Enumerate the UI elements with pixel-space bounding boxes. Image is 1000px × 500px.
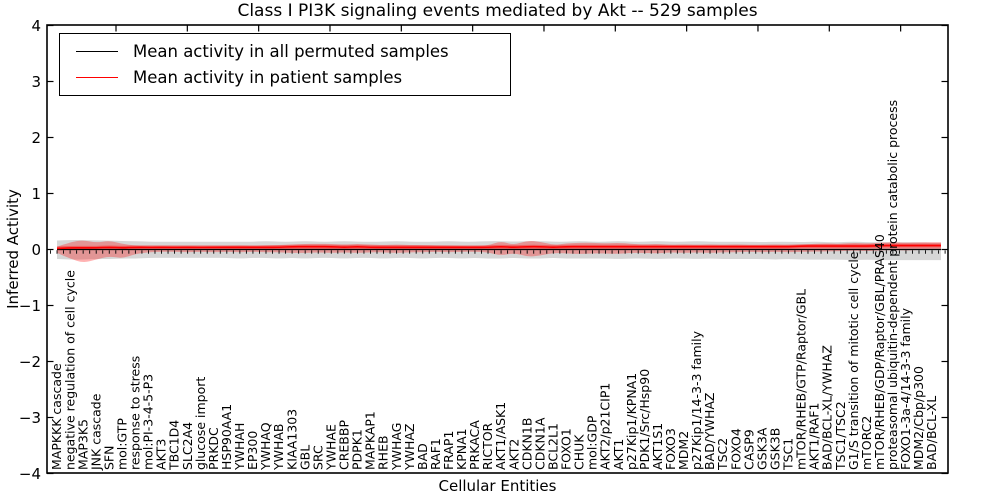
x-tick-label: CDKN1A bbox=[532, 417, 547, 470]
y-tick-label: 2 bbox=[31, 129, 41, 147]
x-tick-label: PRKACA bbox=[467, 420, 482, 470]
x-tick-label: AKT1/RAF1 bbox=[807, 403, 822, 470]
x-tick-label: G1/S transition of mitotic cell cycle bbox=[846, 251, 861, 470]
x-tick-label: YWHAQ bbox=[258, 422, 273, 471]
y-tick-label: 0 bbox=[31, 241, 41, 259]
x-tick-label: RICTOR bbox=[480, 422, 495, 470]
x-tick-label: FRAP1 bbox=[441, 431, 456, 470]
x-tick-label: negative regulation of cell cycle bbox=[62, 270, 77, 470]
legend-label-patient: Mean activity in patient samples bbox=[133, 68, 403, 88]
x-tick-label: YWHAH bbox=[232, 423, 247, 471]
x-tick-label: CASP9 bbox=[741, 429, 756, 470]
x-tick-label: AKT2/p21CIP1 bbox=[598, 383, 613, 470]
y-tick-label: 3 bbox=[31, 73, 41, 91]
x-tick-label: p27Kip1/14-3-3 family bbox=[689, 330, 704, 470]
x-tick-label: FOXO1 bbox=[559, 428, 574, 470]
x-tick-label: KIAA1303 bbox=[284, 409, 299, 470]
x-tick-label: YWHAE bbox=[323, 424, 338, 471]
x-tick-label: mTOR/RHEB/GDP/Raptor/GBL/PRAS40 bbox=[872, 234, 887, 470]
chart-title: Class I PI3K signaling events mediated b… bbox=[237, 1, 758, 21]
x-tick-label: BAD/YWHAZ bbox=[702, 393, 717, 470]
x-tick-label: mol:GDP bbox=[585, 415, 600, 470]
legend-entry-permuted: Mean activity in all permuted samples bbox=[60, 42, 510, 61]
x-tick-label: glucose import bbox=[193, 377, 208, 470]
x-tick-label: TSC2 bbox=[715, 438, 730, 471]
x-tick-label: PRKDC bbox=[206, 427, 221, 470]
x-tick-label: AKT3 bbox=[154, 439, 169, 470]
x-tick-label: mTORC2 bbox=[859, 416, 874, 470]
x-tick-label: FOXO4 bbox=[728, 428, 743, 470]
x-tick-label: CHUK bbox=[572, 434, 587, 470]
x-tick-label: mTOR/RHEB/GTP/Raptor/GBL bbox=[794, 289, 809, 470]
x-tick-label: proteasomal ubiquitin-dependent protein … bbox=[885, 100, 900, 470]
legend-entry-patient: Mean activity in patient samples bbox=[60, 68, 510, 87]
x-tick-label: AKT1/ASK1 bbox=[493, 402, 508, 470]
x-tick-label: MAPKKK cascade bbox=[49, 363, 64, 470]
y-tick-label: 4 bbox=[31, 17, 41, 35]
x-tick-label: HSP90AA1 bbox=[219, 404, 234, 470]
x-tick-label: MAP3K5 bbox=[75, 419, 90, 470]
x-tick-label: TBC1D4 bbox=[167, 420, 182, 471]
x-tick-label: SFN bbox=[101, 446, 116, 470]
x-tick-label: GBL bbox=[297, 445, 312, 470]
x-tick-label: MDM2/Cbp/p300 bbox=[911, 366, 926, 470]
x-tick-label: EP300 bbox=[245, 431, 260, 470]
x-tick-label: SRC bbox=[310, 445, 325, 470]
x-tick-label: AKT2 bbox=[506, 439, 521, 470]
y-tick-label: −2 bbox=[19, 353, 41, 371]
y-tick-label: −4 bbox=[19, 465, 41, 483]
x-tick-label: FOXO3 bbox=[663, 428, 678, 470]
legend-label-permuted: Mean activity in all permuted samples bbox=[133, 41, 449, 61]
x-tick-label: TSC1/TSC2 bbox=[833, 401, 848, 471]
x-tick-label: YWHAB bbox=[271, 423, 286, 471]
x-tick-label: BCL2L1 bbox=[545, 423, 560, 470]
x-tick-label: response to stress bbox=[128, 356, 143, 470]
x-tick-label: mol:PI-3-4-5-P3 bbox=[141, 374, 156, 470]
x-tick-label: AKT1 bbox=[611, 439, 626, 470]
y-tick-label: −3 bbox=[19, 409, 41, 427]
x-axis-label: Cellular Entities bbox=[438, 477, 557, 495]
x-tick-label: RAF1 bbox=[428, 438, 443, 470]
x-tick-label: mol:GTP bbox=[114, 418, 129, 470]
x-tick-label: RHEB bbox=[376, 435, 391, 470]
plot-frame bbox=[46, 24, 949, 474]
legend: Mean activity in all permuted samples Me… bbox=[59, 33, 511, 96]
x-tick-label: MAPKAP1 bbox=[363, 411, 378, 470]
x-tick-label: BAD/BCL-XL/YWHAZ bbox=[820, 345, 835, 470]
x-tick-label: GSK3B bbox=[767, 428, 782, 470]
x-tick-label: CDKN1B bbox=[519, 418, 534, 470]
x-tick-label: KPNA1 bbox=[454, 428, 469, 470]
x-tick-label: SLC2A4 bbox=[180, 422, 195, 470]
x-tick-label: FOXO1-3a-4/14-3-3 family bbox=[898, 307, 913, 470]
x-tick-label: PDK1/Src/Hsp90 bbox=[637, 369, 652, 470]
x-tick-label: BAD bbox=[415, 443, 430, 470]
y-tick-label: −1 bbox=[19, 297, 41, 315]
x-tick-label: CREBBP bbox=[337, 420, 352, 470]
x-tick-label: YWHAZ bbox=[402, 423, 417, 471]
x-tick-label: p27Kip1/KPNA1 bbox=[624, 373, 639, 470]
x-tick-label: AKT1S1 bbox=[650, 423, 665, 470]
x-tick-label: TSC1 bbox=[781, 438, 796, 471]
x-tick-label: YWHAG bbox=[389, 423, 404, 471]
x-tick-label: PDPK1 bbox=[350, 429, 365, 470]
x-tick-label: JNK cascade bbox=[88, 393, 103, 471]
patient-mean-line bbox=[56, 244, 941, 250]
x-tick-label: GSK3A bbox=[754, 427, 769, 470]
patient-line-swatch bbox=[76, 77, 118, 79]
x-tick-label: MDM2 bbox=[676, 431, 691, 470]
y-tick-label: 1 bbox=[31, 185, 41, 203]
x-tick-label: BAD/BCL-XL bbox=[924, 396, 939, 470]
permuted-line-swatch bbox=[76, 50, 118, 52]
